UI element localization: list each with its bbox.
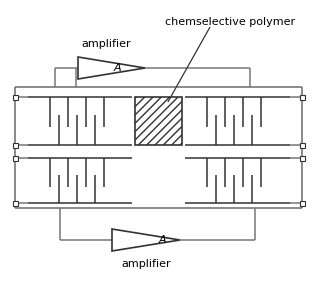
Bar (12, 142, 17, 147)
Bar (300, 95, 305, 100)
Bar (12, 201, 17, 206)
Polygon shape (78, 57, 145, 79)
Text: amplifier: amplifier (121, 259, 171, 269)
Bar (135, 97, 182, 145)
Text: A: A (114, 63, 122, 73)
Bar (12, 156, 17, 161)
Text: chemselective polymer: chemselective polymer (165, 17, 295, 27)
Bar (300, 201, 305, 206)
Polygon shape (112, 229, 180, 251)
Bar (300, 142, 305, 147)
Text: A: A (158, 235, 166, 245)
Text: amplifier: amplifier (82, 39, 131, 49)
Bar (12, 95, 17, 100)
Bar (300, 156, 305, 161)
